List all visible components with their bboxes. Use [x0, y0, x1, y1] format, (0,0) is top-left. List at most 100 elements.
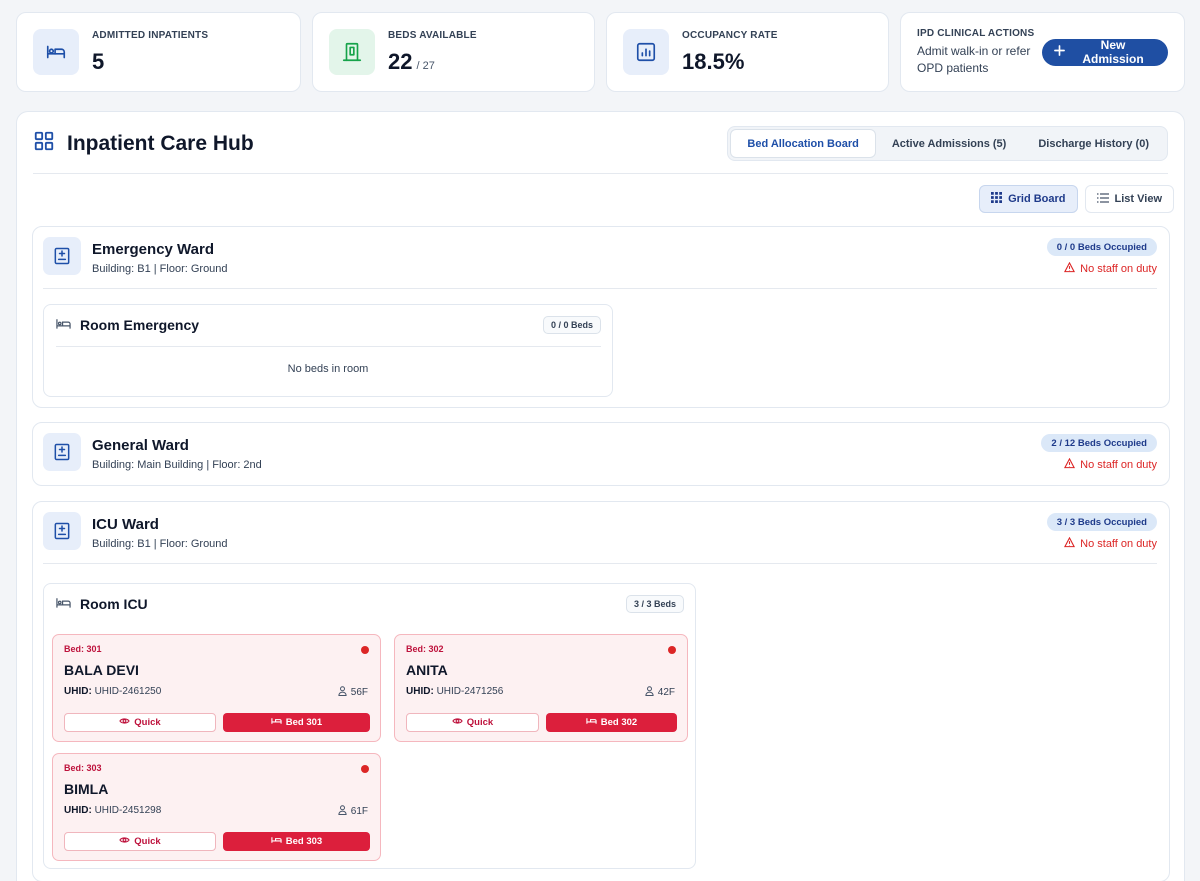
stat-value-number: 22 — [388, 48, 413, 74]
bed-action-button[interactable]: Bed 302 — [546, 713, 677, 732]
ward-icon — [43, 512, 81, 550]
patient-age-gender: 42F — [645, 686, 675, 699]
bed-action-button[interactable]: Bed 303 — [223, 832, 370, 851]
stat-label: BEDS AVAILABLE — [388, 29, 477, 41]
inpatient-hub-panel: Inpatient Care Hub Bed Allocation Board … — [16, 111, 1185, 881]
patient-name: ANITA — [406, 662, 448, 678]
user-icon — [645, 686, 654, 699]
tab-active-admissions[interactable]: Active Admissions (5) — [891, 137, 1007, 150]
room-icu: Room ICU 3 / 3 Beds Bed: 301 BALA DEVI U… — [43, 583, 696, 869]
chart-icon — [623, 29, 669, 75]
bed-action-button[interactable]: Bed 301 — [223, 713, 370, 732]
bed-card[interactable]: Bed: 303 BIMLA UHID: UHID-2451298 61F Qu… — [52, 753, 381, 861]
ward-icon — [43, 237, 81, 275]
tab-bed-allocation-board[interactable]: Bed Allocation Board — [730, 129, 876, 158]
staff-status-text: No staff on duty — [1080, 538, 1157, 550]
quick-label: Quick — [134, 717, 161, 728]
ward-icon — [43, 433, 81, 471]
age-value: 56F — [350, 687, 368, 698]
warning-icon — [1064, 261, 1076, 276]
tab-discharge-history[interactable]: Discharge History (0) — [1038, 137, 1149, 150]
bed-icon — [33, 29, 79, 75]
room-title: Room ICU — [56, 596, 148, 612]
staff-status-text: No staff on duty — [1080, 459, 1157, 471]
patient-age-gender: 56F — [338, 686, 368, 699]
eye-icon — [452, 717, 463, 728]
bed-number: Bed: 301 — [64, 644, 102, 654]
ward-emergency: Emergency Ward Building: B1 | Floor: Gro… — [32, 226, 1170, 408]
plus-icon — [1054, 45, 1065, 59]
patient-uhid: UHID: UHID-2471256 — [406, 686, 503, 697]
list-view-button[interactable]: List View — [1084, 185, 1174, 213]
clinical-actions-card: IPD CLINICAL ACTIONS Admit walk-in or re… — [900, 12, 1185, 92]
occupancy-badge: 2 / 12 Beds Occupied — [1041, 434, 1157, 452]
stat-label: ADMITTED INPATIENTS — [92, 29, 209, 41]
ward-header: General Ward Building: Main Building | F… — [43, 433, 1157, 485]
patient-uhid: UHID: UHID-2451298 — [64, 805, 161, 816]
actions-description: Admit walk-in or refer OPD patients — [917, 43, 1031, 75]
staff-status: No staff on duty — [1064, 457, 1157, 472]
list-view-label: List View — [1114, 193, 1162, 205]
occupied-status-dot — [361, 765, 369, 773]
ward-name: Emergency Ward — [92, 241, 214, 258]
bed-icon — [271, 717, 282, 728]
eye-icon — [119, 836, 131, 847]
user-icon — [338, 686, 347, 699]
page-title: Inpatient Care Hub — [33, 130, 254, 158]
quick-view-button[interactable]: Quick — [64, 832, 216, 851]
occupied-status-dot — [361, 646, 369, 654]
bed-icon — [586, 717, 597, 728]
stat-value: 22/ 27 — [388, 49, 477, 75]
uhid-value: UHID-2461250 — [94, 686, 162, 697]
empty-room-message: No beds in room — [287, 363, 369, 375]
patient-uhid: UHID: UHID-2461250 — [64, 686, 161, 697]
bed-button-label: Bed 301 — [285, 717, 323, 728]
occupancy-badge: 0 / 0 Beds Occupied — [1046, 238, 1157, 256]
bed-card[interactable]: Bed: 302 ANITA UHID: UHID-2471256 42F Qu… — [394, 634, 688, 742]
uhid-value: UHID-2471256 — [436, 686, 504, 697]
stats-row: ADMITTED INPATIENTS 5 BEDS AVAILABLE 22/… — [16, 12, 1185, 92]
grid-board-button[interactable]: Grid Board — [979, 185, 1078, 213]
uhid-value: UHID-2451298 — [94, 805, 162, 816]
room-bed-count: 3 / 3 Beds — [625, 595, 684, 613]
hub-tabs: Bed Allocation Board Active Admissions (… — [727, 126, 1168, 161]
door-icon — [329, 29, 375, 75]
ward-header: Emergency Ward Building: B1 | Floor: Gro… — [43, 237, 1157, 289]
quick-label: Quick — [134, 836, 161, 847]
patient-name: BIMLA — [64, 781, 109, 797]
room-title: Room Emergency — [56, 317, 199, 333]
room-name: Room Emergency — [80, 317, 200, 333]
uhid-label: UHID: — [64, 686, 92, 697]
ward-name: ICU Ward — [92, 516, 159, 533]
grid-icon — [33, 130, 55, 158]
new-admission-button[interactable]: New Admission — [1042, 38, 1168, 66]
quick-view-button[interactable]: Quick — [64, 713, 216, 732]
ward-name: General Ward — [92, 437, 189, 454]
bed-card[interactable]: Bed: 301 BALA DEVI UHID: UHID-2461250 56… — [52, 634, 381, 742]
bed-number: Bed: 302 — [406, 644, 444, 654]
stat-value-total: / 27 — [416, 59, 435, 72]
stat-value: 5 — [92, 48, 105, 74]
warning-icon — [1064, 457, 1076, 472]
ward-general[interactable]: General Ward Building: Main Building | F… — [32, 422, 1170, 486]
grid-dots-icon — [991, 192, 1003, 206]
occupied-status-dot — [668, 646, 676, 654]
bed-number: Bed: 303 — [64, 763, 102, 773]
room-emergency: Room Emergency 0 / 0 Beds No beds in roo… — [43, 304, 613, 397]
age-value: 42F — [657, 687, 675, 698]
uhid-label: UHID: — [406, 686, 434, 697]
bed-icon — [271, 836, 282, 847]
uhid-label: UHID: — [64, 805, 92, 816]
staff-status: No staff on duty — [1064, 261, 1157, 276]
occupancy-badge: 3 / 3 Beds Occupied — [1046, 513, 1157, 531]
stat-label: OCCUPANCY RATE — [682, 29, 778, 41]
user-icon — [338, 805, 347, 818]
warning-icon — [1064, 536, 1076, 551]
list-icon — [1096, 192, 1109, 206]
patient-age-gender: 61F — [338, 805, 368, 818]
ward-icu: ICU Ward Building: B1 | Floor: Ground 3 … — [32, 501, 1170, 881]
quick-view-button[interactable]: Quick — [406, 713, 539, 732]
view-toggle: Grid Board List View — [979, 185, 1174, 213]
ward-location: Building: Main Building | Floor: 2nd — [92, 459, 262, 471]
age-value: 61F — [350, 806, 368, 817]
